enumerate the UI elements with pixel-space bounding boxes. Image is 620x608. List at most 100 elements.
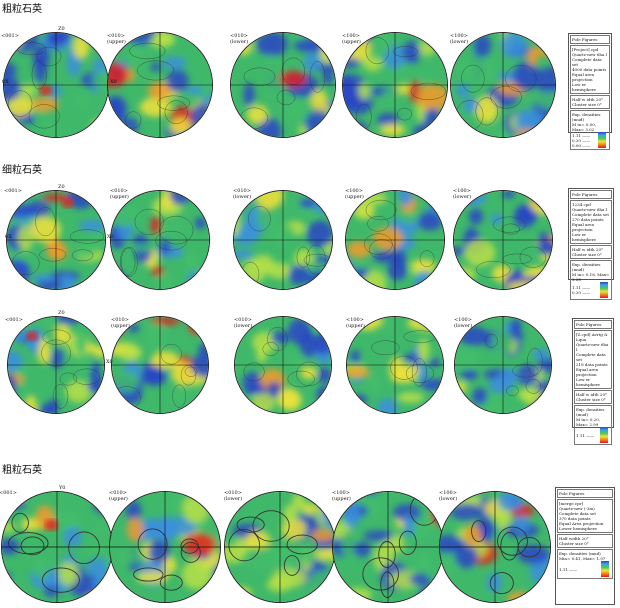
legend-line: Low er hemisphere: [572, 232, 596, 242]
legend-line: [Project].cpd: [572, 47, 599, 52]
legend-line: Equal area projection: [572, 222, 595, 232]
plot-label: (lower): [234, 323, 253, 329]
legend-panel: Pole Figures [merge.cpr] Quartz-new (-3m) C…: [555, 487, 615, 605]
legend-line: Cluster size 0°: [572, 102, 602, 107]
pole-figure: [234, 316, 332, 414]
legend-line: Exp. densities (mud): [572, 112, 601, 122]
legend-line: Pole Figures: [572, 192, 598, 197]
pole-figure: [1, 491, 113, 603]
plot-label: <010>: [109, 490, 127, 496]
colorbar-tick: 1.11 ——: [559, 566, 578, 572]
legend-line: 4000 data points: [572, 67, 607, 72]
legend-half-width: Half w idth 20° Cluster size 0°: [570, 245, 612, 259]
pole-figure: [224, 491, 336, 603]
legend-line: Pole Figures: [576, 322, 602, 327]
legend-half-width: Half w idth 20° Cluster size 0°: [570, 95, 610, 109]
axis-label-right: X0: [106, 359, 113, 365]
legend-line: Complete data set: [576, 352, 606, 362]
section-title: 细粒石英: [2, 165, 42, 176]
legend-title: Pole Figures: [574, 320, 612, 329]
plot-label: (lower): [439, 496, 458, 502]
plot-label: <001>: [4, 188, 22, 194]
legend-line: Pole Figures: [572, 37, 598, 42]
legend-title: Pole Figures: [557, 489, 613, 498]
legend-line: Exp. densities (mud): [576, 407, 605, 417]
plot-label: (upper): [332, 496, 351, 502]
legend-densities: Exp. densities (mud) Min= 0.41, Max= 1.97…: [557, 549, 613, 579]
pole-figure: [439, 491, 551, 603]
pole-figure: [342, 32, 448, 138]
legend-line: Low er hemisphere: [576, 377, 600, 387]
legend-line: Half width 20°: [559, 536, 589, 541]
colorbar: [601, 561, 609, 577]
plot-label: (lower): [450, 39, 469, 45]
colorbar-tick: 0.20 ——: [572, 137, 591, 143]
colorbar: [600, 427, 608, 443]
colorbar-tick: 1.11 ——: [576, 432, 595, 438]
pole-figure: [346, 316, 444, 414]
legend-densities: Exp. densities (mud) M in= 0.00, Max= 3.0…: [570, 110, 610, 150]
plot-label: (lower): [230, 39, 249, 45]
legend-half-width: Half width 20° Cluster size 0°: [557, 534, 613, 548]
legend-densities: Exp. densities (mud) M in= 0.18, Max= 2.2…: [570, 260, 612, 300]
plot-label: <100>: [450, 33, 468, 39]
plot-label: <001>: [1, 33, 19, 39]
legend-line: [merge.cpr]: [559, 501, 584, 506]
plot-label: (lower): [453, 194, 472, 200]
plot-label: (lower): [454, 323, 473, 329]
legend-panel: Pole Figures 1234.cpd Quartz-new 6ha l Comp…: [568, 188, 614, 300]
colorbar-tick: 1.11 ——: [572, 132, 591, 138]
legend-line: M in= 0.20, Max= 2.99: [576, 417, 601, 427]
pole-figure: [6, 190, 106, 290]
legend-line: Equal area projection: [576, 367, 599, 377]
plot-label: <100>: [342, 33, 360, 39]
legend-line: Half w idth 20°: [572, 97, 603, 102]
legend-line: Half w idth 20°: [572, 247, 603, 252]
pole-figure: [332, 491, 444, 603]
legend-line: Cluster size 0°: [572, 252, 602, 257]
colorbar-tick: 0.20 ——: [572, 290, 591, 295]
plot-label: <010>: [111, 317, 129, 323]
legend-line: Complete data set: [572, 57, 602, 67]
plot-label: <010>: [233, 188, 251, 194]
colorbar-tick: 0.00 ——: [572, 142, 591, 148]
axis-label-left: 0X: [2, 79, 9, 85]
legend-info: [Z.cpd] Avrtg & Lqua Quartz-new 6ha l Comp…: [574, 330, 612, 389]
legend-info: [Project].cpd Quartz-new 6ha l Complete da…: [570, 45, 610, 94]
legend-line: Lower hemisphere: [559, 526, 597, 531]
legend-line: 270 data points: [572, 217, 604, 222]
pole-figure: [454, 316, 552, 414]
plot-label: (upper): [109, 496, 128, 502]
plot-label: <001>: [0, 490, 17, 496]
legend-title: Pole Figures: [570, 35, 610, 44]
plot-label: (upper): [107, 39, 126, 45]
axis-label-right: X0: [110, 79, 117, 85]
colorbar-tick: 1.11 ——: [572, 285, 591, 290]
legend-line: Exp. densities (mud): [572, 262, 601, 272]
pole-figure: [450, 32, 556, 138]
legend-line: Equal area projection: [572, 72, 595, 82]
legend-densities: Exp. densities (mud) M in= 0.20, Max= 2.9…: [574, 405, 612, 445]
plot-label: (lower): [233, 194, 252, 200]
pole-figure: [230, 32, 336, 138]
plot-label: <010>: [230, 33, 248, 39]
legend-line: Pole Figures: [559, 491, 585, 496]
legend-line: Half w idth 20°: [576, 392, 607, 397]
legend-info: [merge.cpr] Quartz-new (-3m) Complete data…: [557, 499, 613, 533]
plot-label: (upper): [346, 323, 365, 329]
plot-label: <001>: [5, 317, 23, 323]
pole-figure: [233, 190, 333, 290]
pole-figure: [7, 316, 105, 414]
legend-line: 1234.cpd: [572, 202, 591, 207]
pole-figure: [109, 491, 221, 603]
axis-label-top: Y0: [59, 485, 66, 491]
legend-line: Quartz-new 6ha l: [572, 207, 607, 212]
section-title: 粗粒石英: [2, 465, 42, 476]
colorbar-ticks: 1.11 —— 0.20 ——: [572, 285, 590, 295]
plot-label: <010>: [110, 188, 128, 194]
legend-line: Quartz-new 6ha l: [572, 52, 607, 57]
axis-label-left: 0X: [5, 234, 12, 240]
pole-figure: [345, 190, 445, 290]
colorbar-ticks: 1.11 ——: [576, 433, 594, 438]
legend-line: Min= 0.41, Max= 1.97: [559, 556, 606, 561]
